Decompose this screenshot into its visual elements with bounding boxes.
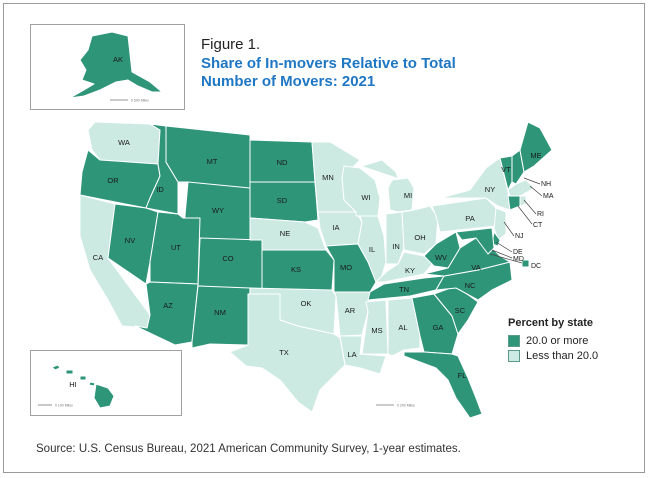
state-IN (385, 211, 405, 265)
state-label-MI: MI (404, 191, 412, 200)
state-KS (261, 249, 335, 291)
state-label-NJ: NJ (515, 233, 524, 240)
state-label-NM: NM (214, 308, 226, 317)
state-NY (439, 157, 511, 211)
state-label-MD: MD (513, 256, 524, 263)
state-label-TX: TX (279, 348, 289, 357)
state-label-MS: MS (371, 326, 382, 335)
state-MS (361, 299, 389, 355)
state-label-DC: DC (531, 263, 541, 270)
state-label-IA: IA (332, 223, 339, 232)
state-WV (423, 231, 461, 269)
state-NH (511, 149, 525, 185)
state-label-AR: AR (345, 306, 356, 315)
legend-title: Percent by state (508, 317, 593, 329)
legend-label-low: Less than 20.0 (526, 350, 599, 362)
legend-label-high: 20.0 or more (526, 335, 589, 347)
state-label-NC: NC (465, 281, 476, 290)
legend-item-high: 20.0 or more (508, 335, 588, 347)
state-label-ID: ID (156, 185, 164, 194)
state-label-NV: NV (125, 236, 135, 245)
state-label-RI: RI (537, 211, 544, 218)
state-label-UT: UT (171, 243, 181, 252)
state-label-OH: OH (414, 233, 425, 242)
state-label-GA: GA (433, 323, 444, 332)
state-CT (507, 195, 521, 211)
state-label-WY: WY (212, 206, 224, 215)
state-label-MO: MO (340, 263, 352, 272)
state-label-ND: ND (277, 158, 288, 167)
state-label-LA: LA (347, 350, 356, 359)
state-label-CO: CO (222, 254, 233, 263)
state-label-TN: TN (399, 285, 409, 294)
state-label-AZ: AZ (163, 301, 173, 310)
state-MD (455, 227, 495, 255)
hawaii-inset (30, 350, 182, 416)
state-label-WA: WA (118, 138, 130, 147)
state-FL (403, 351, 483, 419)
state-RI (519, 195, 527, 207)
map-title: Share of In-movers Relative to Total Num… (201, 55, 456, 90)
legend-swatch-low (508, 350, 520, 362)
state-ME (519, 121, 553, 173)
state-PA (431, 197, 497, 233)
state-label-VT: VT (501, 165, 511, 174)
state-label-SD: SD (277, 196, 288, 205)
state-HI (51, 364, 115, 409)
scale-label-main: 0 200 Miles (397, 404, 415, 408)
state-label-KY: KY (405, 266, 415, 275)
state-label-IN: IN (392, 242, 400, 251)
state-label-CA: CA (93, 253, 103, 262)
state-label-MT: MT (207, 157, 218, 166)
state-CO (197, 237, 263, 291)
state-label-AK: AK (113, 55, 123, 64)
state-label-SC: SC (455, 306, 466, 315)
state-label-MA: MA (543, 193, 554, 200)
state-label-CT: CT (533, 222, 543, 229)
state-IA (317, 211, 363, 247)
state-label-OK: OK (301, 299, 312, 308)
legend-swatch-high (508, 335, 520, 347)
scale-label-hawaii: 0 100 Miles (55, 404, 73, 408)
state-label-KS: KS (291, 265, 301, 274)
state-label-DE: DE (513, 249, 523, 256)
state-LA (339, 335, 387, 375)
state-label-FL: FL (458, 371, 467, 380)
state-AK (69, 31, 163, 99)
state-label-MN: MN (322, 173, 334, 182)
state-OH (401, 205, 439, 255)
state-label-PA: PA (465, 214, 474, 223)
scale-label-alaska: 0 500 Miles (131, 99, 149, 103)
state-label-WI: WI (361, 193, 370, 202)
state-label-ME: ME (530, 151, 541, 160)
state-label-HI: HI (69, 380, 77, 389)
state-label-IL: IL (369, 245, 375, 254)
state-NJ (493, 207, 507, 241)
state-label-NH: NH (541, 181, 551, 188)
state-label-NY: NY (485, 185, 495, 194)
legend-item-low: Less than 20.0 (508, 350, 598, 362)
state-SD (249, 181, 319, 223)
state-label-OR: OR (107, 176, 119, 185)
state-label-WV: WV (435, 253, 447, 262)
state-DC (521, 259, 530, 268)
state-label-AL: AL (398, 323, 407, 332)
source-note: Source: U.S. Census Bureau, 2021 America… (36, 443, 461, 455)
state-TX (229, 293, 346, 413)
figure-label: Figure 1. (201, 36, 261, 53)
state-NM (191, 285, 251, 349)
state-label-NE: NE (280, 229, 290, 238)
state-label-VA: VA (471, 263, 480, 272)
